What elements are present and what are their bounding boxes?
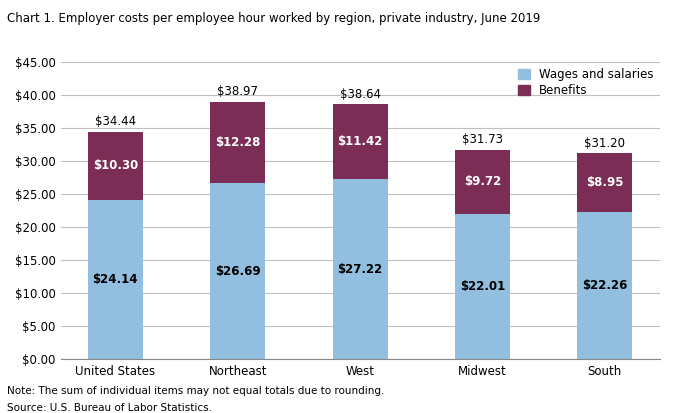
Text: $10.30: $10.30	[93, 159, 138, 172]
Text: $22.01: $22.01	[460, 280, 505, 293]
Text: $22.26: $22.26	[582, 279, 627, 292]
Bar	[577, 212, 633, 359]
Bar	[455, 214, 510, 359]
Text: $27.22: $27.22	[337, 263, 383, 276]
Text: $31.20: $31.20	[584, 137, 625, 150]
Text: Chart 1. Employer costs per employee hour worked by region, private industry, Ju: Chart 1. Employer costs per employee hou…	[7, 12, 540, 25]
Bar	[210, 183, 265, 359]
Bar	[87, 200, 143, 359]
Text: $8.95: $8.95	[586, 176, 623, 189]
Bar	[332, 104, 388, 179]
Bar	[455, 150, 510, 214]
Legend: Wages and salaries, Benefits: Wages and salaries, Benefits	[518, 68, 653, 97]
Text: $12.28: $12.28	[215, 136, 260, 149]
Text: $38.97: $38.97	[217, 85, 258, 98]
Text: $24.14: $24.14	[93, 273, 138, 286]
Text: Note: The sum of individual items may not equal totals due to rounding.: Note: The sum of individual items may no…	[7, 386, 384, 396]
Bar	[87, 132, 143, 200]
Text: $34.44: $34.44	[95, 115, 136, 128]
Text: Source: U.S. Bureau of Labor Statistics.: Source: U.S. Bureau of Labor Statistics.	[7, 403, 212, 413]
Bar	[210, 102, 265, 183]
Text: $26.69: $26.69	[215, 265, 260, 278]
Text: $9.72: $9.72	[464, 175, 501, 188]
Text: $11.42: $11.42	[337, 135, 383, 148]
Bar	[577, 153, 633, 212]
Text: $31.73: $31.73	[462, 133, 503, 146]
Bar	[332, 179, 388, 359]
Text: $38.64: $38.64	[340, 88, 380, 101]
